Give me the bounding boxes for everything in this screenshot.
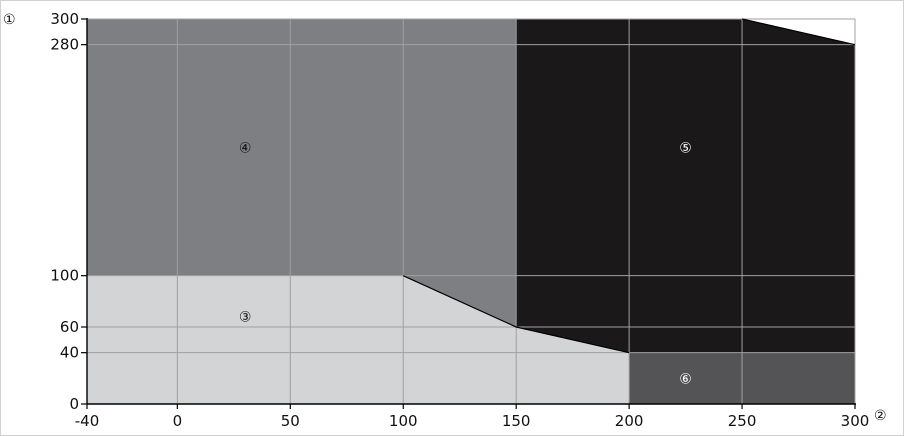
region-3 <box>87 275 630 404</box>
x-axis-label: ② <box>874 408 887 424</box>
x-tick-label: 200 <box>615 412 644 430</box>
grid-group <box>87 18 856 404</box>
x-tick-label: 150 <box>502 412 531 430</box>
region-label-3: ③ <box>239 310 252 326</box>
x-tick-label: -40 <box>75 412 100 430</box>
x-tick-label: 100 <box>389 412 418 430</box>
y-tick-label: 100 <box>50 267 79 285</box>
regions-group <box>87 19 855 404</box>
boundaries-group <box>402 18 856 354</box>
boundary-line <box>741 18 856 46</box>
x-tick-label: 300 <box>841 412 870 430</box>
x-tick-label: 50 <box>281 412 300 430</box>
region-label-4: ④ <box>239 140 252 156</box>
region-label-6: ⑥ <box>679 371 692 387</box>
y-axis-label: ① <box>3 12 16 28</box>
y-tick-label: 300 <box>50 10 79 28</box>
x-tick-label: 250 <box>728 412 757 430</box>
y-tick-label: 60 <box>60 318 79 336</box>
y-tick-label: 40 <box>60 344 79 362</box>
region-label-5: ⑤ <box>679 140 692 156</box>
y-tick-label: 280 <box>50 36 79 54</box>
y-tick-label: 0 <box>69 395 79 413</box>
region-4 <box>87 19 517 327</box>
x-tick-label: 0 <box>173 412 183 430</box>
boundary-line <box>402 275 630 354</box>
region-5 <box>516 19 855 353</box>
